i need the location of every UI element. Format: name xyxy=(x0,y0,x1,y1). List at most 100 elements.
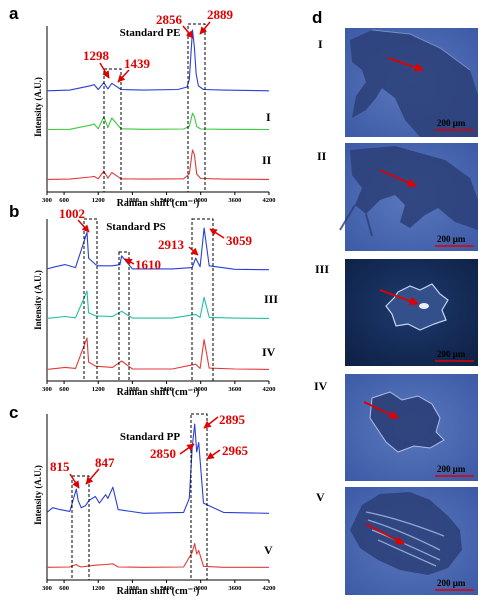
panel-a-xlabel: Raman shift (cm⁻¹) xyxy=(117,198,200,209)
x-tick-label: 600 xyxy=(59,585,69,592)
panel-c-peak-2850: 2850 xyxy=(150,446,176,461)
particle-glint xyxy=(419,303,429,309)
panel-a-traces xyxy=(46,29,270,180)
panel-a-arrow-2856 xyxy=(182,25,194,39)
panel-a-arrow-2889 xyxy=(199,21,211,35)
panel-b-ylabel: Intensity (A.U.) xyxy=(33,270,43,330)
panel-a-label: a xyxy=(9,4,19,23)
micrograph-1-label: I xyxy=(318,37,323,51)
x-tick-label: 600 xyxy=(59,197,69,204)
panel-b-arrow-3059 xyxy=(209,228,225,239)
panel-a-box-2 xyxy=(187,23,206,193)
micrograph-2-scale-label: 200 μm xyxy=(437,234,466,244)
panel-c-peak-847: 847 xyxy=(95,455,115,470)
panel-b-xlabel: Raman shift (cm⁻¹) xyxy=(117,387,200,398)
panel-b-arrow-2913 xyxy=(188,246,199,256)
particle-fibers xyxy=(339,204,373,237)
x-tick-label: 2400 xyxy=(160,585,173,592)
x-tick-label: 3600 xyxy=(228,197,241,204)
panel-b-arrow-1002 xyxy=(77,219,90,233)
micrograph-2-label: II xyxy=(317,149,327,163)
series-line-2 xyxy=(46,290,270,319)
panel-d-label: d xyxy=(312,8,322,27)
panel-c-arrow-2895 xyxy=(203,416,219,429)
panel-b-traces xyxy=(46,227,270,370)
micrograph-4-scale-label: 200 μm xyxy=(437,464,466,474)
x-tick-label: 3000 xyxy=(194,197,207,204)
micrograph-1-arrow xyxy=(387,57,424,72)
particle-edge xyxy=(371,29,471,71)
series-line-2 xyxy=(46,112,270,131)
panel-c-ylabel: Intensity (A.U.) xyxy=(33,465,43,525)
micrograph-3: III 200 μm xyxy=(315,259,478,366)
micrograph-5-arrow xyxy=(365,523,405,545)
micrograph-3-label: III xyxy=(315,262,329,276)
x-tick-label: 1200 xyxy=(92,197,105,204)
panel-b-peak-1002: 1002 xyxy=(59,206,85,221)
micrograph-1-scale-label: 200 μm xyxy=(437,118,466,128)
x-tick-label: 4200 xyxy=(263,585,276,592)
panel-c-label: c xyxy=(9,403,18,422)
panel-a-peak-1298: 1298 xyxy=(83,48,110,63)
panel-c-arrow-847 xyxy=(85,468,100,485)
series-line-1 xyxy=(46,423,270,514)
x-tick-label: 3600 xyxy=(228,585,241,592)
panel-c-box-2 xyxy=(190,413,208,581)
x-tick-label: 300 xyxy=(42,197,52,204)
micrograph-2: II 200 μm xyxy=(317,143,478,251)
panel-a-peak-1439: 1439 xyxy=(124,56,151,71)
panel-a-ylabel: Intensity (A.U.) xyxy=(33,77,43,137)
x-tick-label: 3000 xyxy=(194,386,207,393)
series-line-1 xyxy=(46,227,270,271)
series-line-2 xyxy=(46,542,269,568)
x-tick-label: 4200 xyxy=(263,197,276,204)
panel-b-sample-label-1: III xyxy=(264,292,278,306)
panel-a-standard-name: Standard PE xyxy=(120,27,181,39)
micrograph-3-scale-label: 200 μm xyxy=(437,349,466,359)
panel-a-sample-label-1: I xyxy=(266,110,271,124)
x-tick-label: 2400 xyxy=(160,386,173,393)
panel-b-peak-1610: 1610 xyxy=(135,257,161,272)
x-tick-label: 1200 xyxy=(92,585,105,592)
panel-c-arrow-2965 xyxy=(206,449,221,460)
micrograph-4: IV 200 μm xyxy=(314,374,478,481)
panel-d: d I 200 μm II 200 μm III xyxy=(312,8,478,595)
micrograph-4-arrow xyxy=(363,401,399,419)
micrograph-5: V 200 μm xyxy=(316,487,478,595)
panel-b-box-2 xyxy=(118,251,130,382)
panel-b-arrow-1610 xyxy=(124,258,135,266)
panel-c-arrow-2850 xyxy=(179,443,195,455)
particle-shape xyxy=(350,146,478,230)
panel-c-axes: 300 600 1200 1800 2400 3000 3600 4200 xyxy=(42,414,276,592)
panel-a-peak-2856: 2856 xyxy=(156,12,183,27)
panel-c-peak-2965: 2965 xyxy=(222,443,249,458)
micrograph-1: I 200 μm xyxy=(318,28,478,137)
panel-c-sample-label-1: V xyxy=(264,543,273,557)
panel-c: c 300 600 1200 1800 2400 3000 3600 4200 Intensi… xyxy=(9,403,276,597)
panel-b-label: b xyxy=(9,202,19,221)
x-tick-label: 1200 xyxy=(92,386,105,393)
panel-b-peak-2913: 2913 xyxy=(158,237,185,252)
x-tick-label: 2400 xyxy=(160,197,173,204)
panel-b-standard-name: Standard PS xyxy=(106,221,166,233)
x-tick-label: 1800 xyxy=(126,386,139,393)
series-line-3 xyxy=(46,337,270,370)
micrograph-2-arrow xyxy=(379,169,417,187)
panel-b: b 300 600 1200 1800 2400 3000 3600 4200 Intensi… xyxy=(9,202,278,398)
panel-a-sample-label-2: II xyxy=(262,153,272,167)
panel-a-axes: 300 600 1200 1800 2400 3000 3600 4200 xyxy=(42,26,276,204)
panel-c-peak-815: 815 xyxy=(50,459,70,474)
panel-c-xlabel: Raman shift (cm⁻¹) xyxy=(117,586,200,597)
x-tick-label: 1800 xyxy=(126,585,139,592)
x-tick-label: 600 xyxy=(59,386,69,393)
x-tick-label: 1800 xyxy=(126,197,139,204)
micrograph-3-arrow xyxy=(379,289,419,306)
series-line-3 xyxy=(46,149,270,180)
x-tick-label: 300 xyxy=(42,386,52,393)
x-tick-label: 3600 xyxy=(228,386,241,393)
micrograph-5-label: V xyxy=(316,490,325,504)
micrograph-4-label: IV xyxy=(314,379,328,393)
panel-a-arrow-1298 xyxy=(99,62,110,79)
panel-a: a 300 600 1200 1800 2400 3000 3600 4200 Intensi… xyxy=(9,4,276,209)
